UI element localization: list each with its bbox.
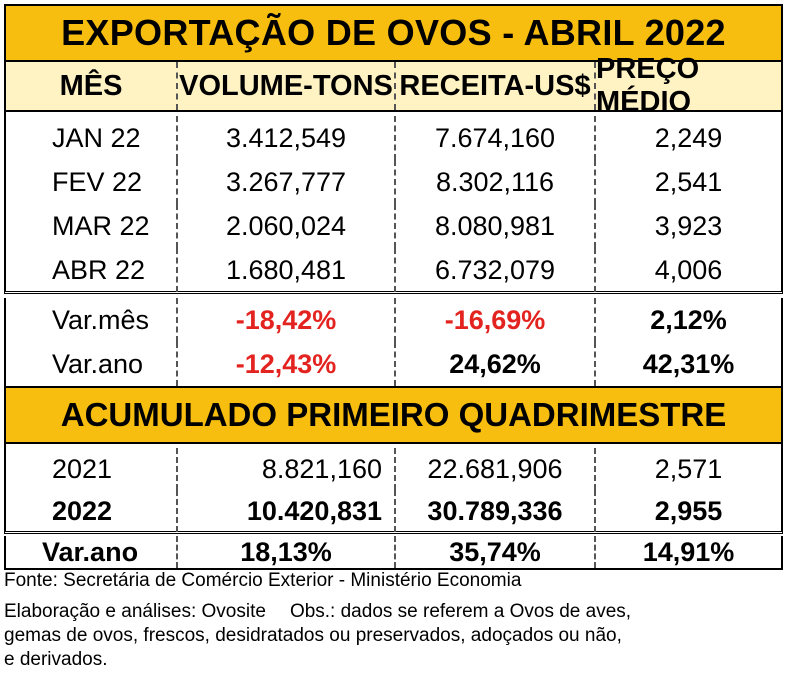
accum-block: 2021 8.821,160 22.681,906 2,571 2022 10.… (4, 444, 783, 534)
year-cell: 2022 (52, 495, 113, 526)
revenue-var-cell: -16,69% (394, 298, 594, 342)
revenue-var-cell: 35,74% (394, 536, 594, 568)
price-var-cell: 42,31% (594, 342, 781, 386)
table-row: 2022 10.420,831 30.789,336 2,955 (6, 490, 781, 532)
volume-var-cell: -12,43% (176, 342, 394, 386)
revenue-cell: 7.674,160 (394, 116, 594, 160)
price-cell: 4,006 (594, 248, 781, 292)
volume-cell: 1.680,481 (176, 248, 394, 292)
table-row: 2021 8.821,160 22.681,906 2,571 (6, 448, 781, 490)
volume-cell: 8.821,160 (176, 448, 394, 490)
revenue-var-cell: 24,62% (394, 342, 594, 386)
accum-variation-block: Var.ano 18,13% 35,74% 14,91% (4, 536, 783, 570)
revenue-cell: 8.302,116 (394, 160, 594, 204)
price-cell: 2,541 (594, 160, 781, 204)
volume-var-cell: -18,42% (176, 298, 394, 342)
volume-cell: 10.420,831 (176, 490, 394, 532)
price-cell: 2,571 (594, 448, 781, 490)
table-row: FEV 22 3.267,777 8.302,116 2,541 (6, 160, 781, 204)
header-month: MÊS (59, 69, 123, 102)
table-row: Var.mês -18,42% -16,69% 2,12% (6, 298, 781, 342)
table-row: MAR 22 2.060,024 8.080,981 3,923 (6, 204, 781, 248)
month-cell: MAR 22 (52, 210, 150, 241)
year-cell: 2021 (52, 453, 113, 484)
volume-cell: 2.060,024 (176, 204, 394, 248)
revenue-cell: 6.732,079 (394, 248, 594, 292)
price-cell: 2,955 (594, 490, 781, 532)
header-volume: VOLUME-TONS (176, 62, 394, 110)
variation-label: Var.mês (52, 304, 150, 335)
month-cell: FEV 22 (52, 166, 143, 197)
month-cell: ABR 22 (52, 254, 146, 285)
table-row: Var.ano -12,43% 24,62% 42,31% (6, 342, 781, 386)
table-row: ABR 22 1.680,481 6.732,079 4,006 (6, 248, 781, 292)
table-row: JAN 22 3.412,549 7.674,160 2,249 (6, 116, 781, 160)
month-cell: JAN 22 (52, 122, 141, 153)
column-header-row: MÊS VOLUME-TONS RECEITA-US$ PREÇO MÉDIO (4, 53, 783, 118)
header-avg-price: PREÇO MÉDIO (594, 53, 781, 118)
header-revenue: RECEITA-US$ (394, 62, 594, 110)
revenue-cell: 30.789,336 (394, 490, 594, 532)
variation-block: Var.mês -18,42% -16,69% 2,12% Var.ano -1… (4, 298, 783, 386)
price-cell: 2,249 (594, 116, 781, 160)
variation-label: Var.ano (42, 536, 139, 567)
obs-text-line3: e derivados. (4, 649, 108, 670)
elaboration-text: Elaboração e análises: Ovosite (4, 601, 266, 622)
table-row: Var.ano 18,13% 35,74% 14,91% (6, 536, 781, 568)
volume-var-cell: 18,13% (176, 536, 394, 568)
volume-cell: 3.412,549 (176, 116, 394, 160)
price-var-cell: 14,91% (594, 536, 781, 568)
volume-cell: 3.267,777 (176, 160, 394, 204)
revenue-cell: 8.080,981 (394, 204, 594, 248)
variation-label: Var.ano (52, 348, 144, 379)
revenue-cell: 22.681,906 (394, 448, 594, 490)
table-title: EXPORTAÇÃO DE OVOS - ABRIL 2022 (4, 4, 783, 62)
obs-text-line1: Obs.: dados se referem a Ovos de aves, (289, 601, 632, 622)
source-note: Fonte: Secretária de Comércio Exterior -… (4, 570, 522, 591)
obs-text-line2: gemas de ovos, frescos, desidratados ou … (4, 625, 622, 646)
price-var-cell: 2,12% (594, 298, 781, 342)
section-title: ACUMULADO PRIMEIRO QUADRIMESTRE (4, 386, 783, 444)
price-cell: 3,923 (594, 204, 781, 248)
elaboration-note: Elaboração e análises: Ovosite Obs.: dado… (4, 600, 631, 624)
monthly-block: JAN 22 3.412,549 7.674,160 2,249 FEV 22 … (4, 112, 783, 294)
